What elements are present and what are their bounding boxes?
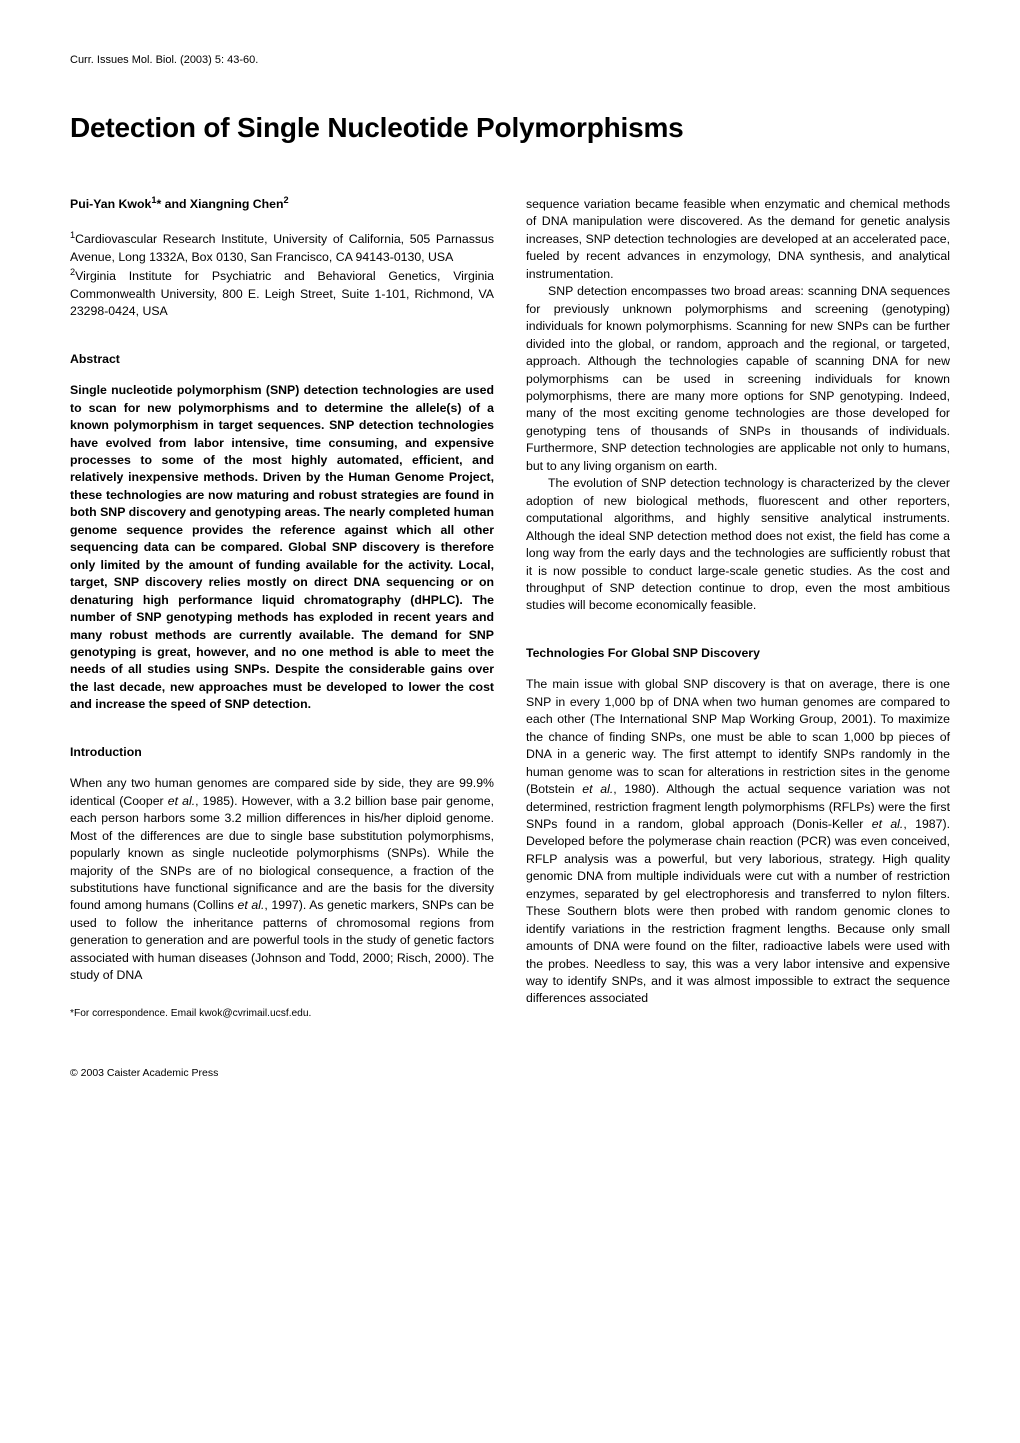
copyright-footer: © 2003 Caister Academic Press <box>70 1067 950 1079</box>
affiliation-2: 2Virginia Institute for Psychiatric and … <box>70 268 494 320</box>
authors: Pui-Yan Kwok1* and Xiangning Chen2 <box>70 196 494 213</box>
introduction-heading: Introduction <box>70 744 494 761</box>
correspondence: *For correspondence. Email kwok@cvrimail… <box>70 1007 494 1021</box>
article-title: Detection of Single Nucleotide Polymorph… <box>70 112 950 144</box>
introduction-body: When any two human genomes are compared … <box>70 775 494 984</box>
abstract-heading: Abstract <box>70 351 494 368</box>
technologies-body: The main issue with global SNP discovery… <box>526 676 950 1008</box>
affiliations: 1Cardiovascular Research Institute, Univ… <box>70 231 494 320</box>
paragraph-snp-evolution: The evolution of SNP detection technolog… <box>526 475 950 615</box>
left-column: Pui-Yan Kwok1* and Xiangning Chen2 1Card… <box>70 196 494 1021</box>
technologies-heading: Technologies For Global SNP Discovery <box>526 645 950 662</box>
abstract-body: Single nucleotide polymorphism (SNP) det… <box>70 382 494 714</box>
paragraph-snp-detection-areas: SNP detection encompasses two broad area… <box>526 283 950 475</box>
two-column-layout: Pui-Yan Kwok1* and Xiangning Chen2 1Card… <box>70 196 950 1021</box>
running-head: Curr. Issues Mol. Biol. (2003) 5: 43-60. <box>70 54 950 66</box>
affiliation-1: 1Cardiovascular Research Institute, Univ… <box>70 231 494 266</box>
intro-continuation: sequence variation became feasible when … <box>526 196 950 283</box>
right-column: sequence variation became feasible when … <box>526 196 950 1021</box>
